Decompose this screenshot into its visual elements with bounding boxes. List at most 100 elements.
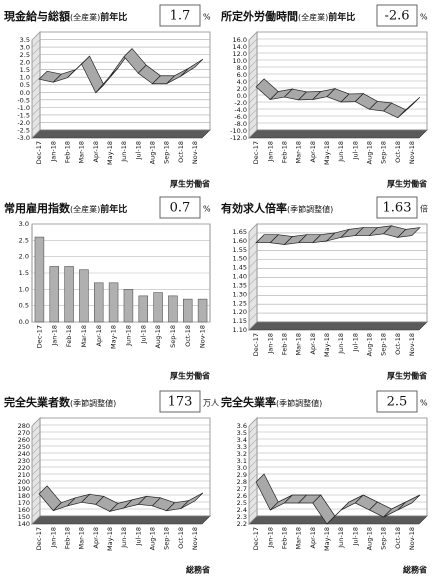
y-tick-label: 0.0: [20, 89, 30, 97]
y-tick-label: 140: [18, 520, 30, 528]
unit: 倍: [420, 204, 428, 214]
x-tick-label: Apr-18: [309, 527, 317, 548]
grid-line: [31, 46, 210, 56]
grid-line: [31, 129, 210, 139]
y-tick-label: 12.0: [233, 50, 247, 58]
title-main: 現金給与総額: [4, 9, 70, 23]
y-tick-label: 280: [18, 422, 30, 430]
x-tick-label: Aug-18: [148, 527, 156, 550]
x-tick-label: Mar-18: [78, 141, 86, 163]
y-tick-label: 3.5: [237, 429, 247, 437]
x-tick-label: Feb-18: [280, 333, 288, 355]
panel: 常用雇用指数(全産業)前年比 0.7 % 厚生労働省 0.0 0.5 1.0 1.5 2.0 2.…: [4, 196, 211, 381]
grid-line: [31, 107, 210, 116]
grid-line: [31, 69, 210, 78]
panel-title: 常用雇用指数(全産業)前年比: [4, 201, 127, 215]
panel-title: 完全失業者数(季節調整値): [4, 395, 116, 409]
title-main: 有効求人倍率: [221, 201, 287, 215]
y-tick-label: 1.25: [233, 299, 247, 307]
title-qualifier: (季節調整値): [276, 398, 322, 408]
x-tick-label: Jul-18: [139, 325, 147, 344]
x-tick-label: Jan-18: [50, 325, 58, 347]
value-box: [376, 196, 418, 219]
x-tick-label: Sep-18: [169, 325, 177, 348]
grid-line: [248, 466, 427, 476]
y-tick-label: 1.45: [233, 264, 247, 272]
y-tick-label: 2.0: [237, 85, 247, 93]
x-tick-label: Jul-18: [351, 141, 359, 160]
y-tick-label: -0.5: [17, 96, 30, 104]
x-tick-label: Dec-17: [35, 325, 43, 348]
x-tick-label: Jan-18: [266, 527, 274, 549]
grid-line: [248, 115, 427, 125]
value-box: [159, 390, 201, 413]
x-tick-label: Mar-18: [295, 141, 303, 163]
x-tick-label: Nov-18: [408, 141, 416, 164]
x-tick-label: Jul-18: [134, 141, 142, 160]
grid-line: [248, 268, 427, 277]
x-tick-label: May-18: [323, 141, 331, 165]
x-tick-label: Oct-18: [394, 333, 402, 355]
y-tick-label: 2.4: [237, 506, 247, 514]
line-ribbon: [397, 494, 421, 511]
x-tick-label: Oct-18: [394, 527, 402, 549]
bar: [197, 298, 208, 323]
y-tick-label: 1.0: [20, 74, 30, 82]
panel: 完全失業者数(季節調整値) 173 万人総務省1401501601701801902…: [4, 390, 219, 575]
y-tick-label: 190: [18, 485, 30, 493]
grid-line: [248, 277, 427, 286]
y-tick-label: 8.0: [237, 64, 247, 72]
grid-line: [31, 122, 210, 131]
x-tick-label: Sep-18: [380, 141, 388, 164]
grid-line: [248, 515, 427, 525]
y-tick-label: 180: [18, 492, 30, 500]
grid-line: [31, 445, 210, 455]
grid-line: [248, 459, 427, 469]
current-value: -2.6: [384, 9, 409, 24]
y-tick-label: 160: [18, 506, 30, 514]
y-tick-label: 3.6: [237, 422, 247, 430]
x-tick-label: Nov-18: [408, 333, 416, 356]
x-tick-label: Sep-18: [163, 527, 171, 550]
y-tick-label: 2.5: [237, 499, 247, 507]
grid-line: [31, 487, 210, 497]
bar: [123, 289, 134, 323]
grid-line: [248, 250, 427, 259]
grid-line: [31, 480, 210, 490]
y-tick-label: -1.5: [17, 111, 30, 119]
x-tick-label: Mar-18: [78, 527, 86, 549]
floor: [31, 515, 211, 525]
x-tick-label: Dec-17: [35, 527, 43, 550]
x-tick-label: Jul-18: [134, 527, 142, 546]
y-tick-label: -2.0: [234, 99, 247, 107]
y-tick-label: 10.0: [233, 57, 247, 65]
y-tick-label: 2.2: [237, 520, 247, 528]
x-tick-label: Nov-18: [408, 527, 416, 550]
title-main: 所定外労働時間: [221, 9, 298, 23]
x-tick-label: Oct-18: [394, 141, 402, 163]
x-tick-label: Feb-18: [280, 141, 288, 163]
y-tick-label: -2.5: [17, 126, 30, 134]
y-tick-label: 1.50: [233, 255, 247, 263]
grid-line: [248, 431, 427, 441]
title-suffix: 前年比: [100, 203, 127, 215]
title-qualifier: (季節調整値): [287, 204, 333, 214]
title-suffix: 前年比: [328, 11, 355, 23]
line-ribbon: [180, 58, 204, 77]
grid-line: [248, 66, 427, 76]
grid-line: [31, 459, 210, 469]
x-tick-label: Jun-18: [120, 141, 128, 163]
unit: %: [203, 13, 211, 22]
bar: [153, 292, 163, 323]
y-tick-label: 150: [18, 513, 30, 521]
title-main: 完全失業者数: [4, 395, 71, 409]
grid-line: [248, 473, 427, 483]
x-tick-label: Feb-18: [280, 527, 288, 549]
x-tick-label: May-18: [323, 527, 331, 551]
panel: 所定外労働時間(全産業)前年比 -2.6 %厚生労働省-12.0-10.0-8.0-…: [221, 4, 428, 189]
current-value: 0.7: [170, 201, 191, 216]
y-tick-label: 2.8: [237, 478, 247, 486]
y-tick-label: 1.65: [233, 228, 247, 236]
x-tick-label: Aug-18: [365, 527, 373, 550]
